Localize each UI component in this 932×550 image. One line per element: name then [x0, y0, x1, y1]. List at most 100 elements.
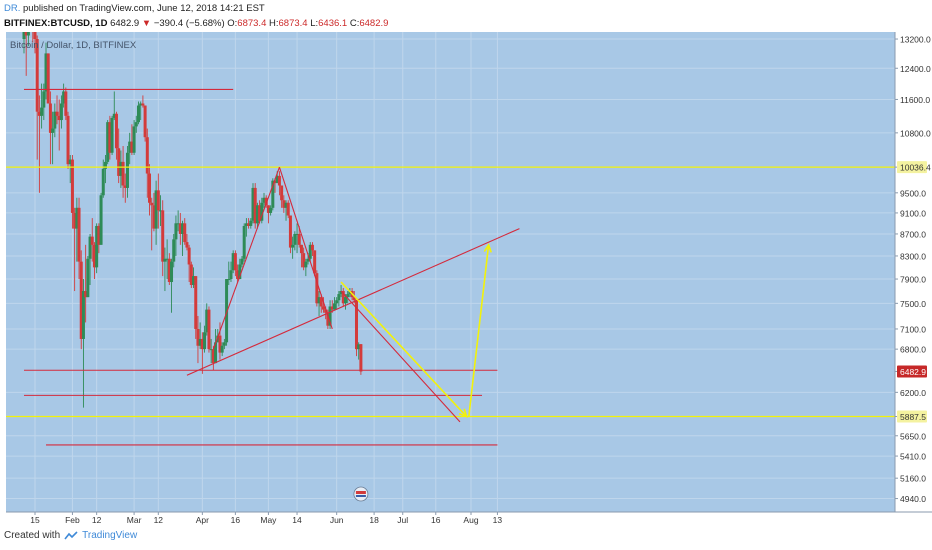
candle-body [86, 258, 90, 298]
candle [185, 233, 189, 251]
candle-body [44, 53, 48, 92]
candle [62, 83, 66, 108]
x-tick-label: Apr [196, 515, 209, 525]
candle [57, 99, 61, 151]
candle-body [231, 253, 235, 271]
candle-body [293, 233, 297, 245]
candle-body [99, 195, 103, 245]
candle [354, 300, 358, 357]
candle-body [141, 103, 145, 106]
candle [260, 197, 264, 224]
y-tick-label: 10036.4 [900, 163, 931, 173]
candle-body [57, 115, 61, 121]
candle-body [46, 53, 50, 104]
candle-body [214, 342, 218, 364]
candle-body [154, 190, 158, 229]
candle [161, 200, 165, 277]
last-price: 6482.9 [110, 18, 140, 29]
candle [165, 239, 169, 280]
candle [156, 173, 160, 229]
arrow-head-icon [483, 242, 492, 253]
candle-body [242, 225, 246, 259]
candle-body [269, 207, 273, 213]
low-label: L: [310, 18, 319, 29]
candle [346, 291, 350, 304]
candle [150, 197, 154, 251]
candle [159, 195, 163, 226]
candle-body [123, 185, 127, 188]
candle [95, 223, 99, 274]
open-value: 6873.4 [237, 18, 267, 29]
candle-body [84, 291, 88, 298]
close-value: 6482.9 [359, 18, 389, 29]
candle-body [156, 190, 160, 211]
candle-body [284, 202, 288, 208]
candle [79, 250, 83, 350]
y-tick-label: 13200.0 [900, 35, 931, 45]
candle [315, 270, 319, 307]
candle [35, 35, 39, 160]
candle-body [244, 223, 248, 226]
candle [92, 242, 96, 280]
candle [37, 95, 41, 193]
candle-body [134, 122, 138, 127]
candle-body [187, 247, 191, 265]
candle [112, 91, 116, 121]
candle-body [145, 137, 149, 174]
candle [183, 218, 187, 245]
candle [170, 258, 174, 313]
candle [205, 303, 209, 336]
candle-body [194, 276, 198, 329]
author-link[interactable]: DR. [4, 3, 21, 14]
candle-body [62, 91, 66, 104]
candle-body [196, 328, 200, 346]
candle-body [317, 297, 321, 304]
candle [134, 115, 138, 133]
candle-body [33, 32, 37, 40]
candle-body [205, 309, 209, 333]
candle-body [165, 258, 169, 260]
candle [231, 250, 235, 274]
candle [192, 267, 196, 289]
candle-body [77, 207, 81, 262]
trend-line [186, 228, 520, 376]
candle-body [262, 197, 266, 203]
candle [148, 164, 152, 216]
y-tick-label: 9100.0 [900, 208, 926, 218]
candle-body [125, 152, 129, 188]
candle [125, 146, 129, 198]
y-tick-label: 7500.0 [900, 299, 926, 309]
candle-body [101, 168, 105, 196]
candle [172, 233, 176, 268]
candle-body [150, 202, 154, 206]
candle-body [29, 12, 32, 19]
candle-body [297, 233, 301, 245]
candle-body [66, 115, 70, 165]
candle-body [136, 105, 140, 123]
low-value: 6436.1 [318, 18, 348, 29]
candle-body [178, 223, 182, 234]
candle-body [198, 338, 202, 346]
candle-body [59, 103, 63, 121]
candle [253, 183, 257, 229]
candle [308, 242, 312, 262]
candle [247, 218, 251, 229]
candle-body [139, 103, 143, 106]
high-value: 6873.4 [278, 18, 308, 29]
candle-body [26, 32, 30, 36]
candle-body [341, 291, 345, 304]
brand-link[interactable]: TradingView [82, 530, 138, 541]
candle [319, 294, 323, 313]
plot-area [6, 12, 895, 446]
candle [293, 231, 297, 251]
candle [66, 111, 70, 169]
candle [207, 306, 211, 353]
candle [304, 258, 308, 277]
candle-body [328, 306, 332, 326]
candle [214, 328, 218, 364]
candle-body [352, 297, 356, 301]
candle-body [315, 273, 319, 304]
candle [110, 115, 114, 156]
level-badge [897, 161, 927, 174]
